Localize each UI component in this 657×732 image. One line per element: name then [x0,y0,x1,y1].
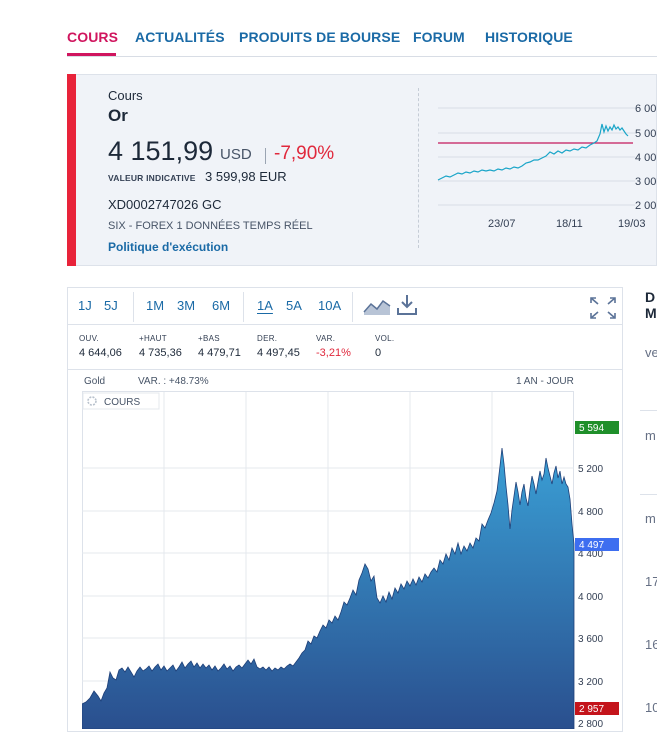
stat-value-high: 4 735,36 [139,347,182,359]
period-3m[interactable]: 3M [177,298,196,313]
chart-instrument-label: Gold [84,376,106,387]
price-separator [265,148,266,164]
side-panel-heading: M [645,305,657,321]
period-group-separator [243,292,244,322]
stat-label-open: OUV. [79,334,100,343]
y-tick-label: 5 200 [578,464,603,475]
y-tick-label: 2 800 [578,719,603,729]
section-label: Cours [108,88,143,103]
mini-x-tick: 18/11 [556,218,583,230]
top-navigation: COURS ACTUALITÉS PRODUITS DE BOURSE FORU… [0,0,657,58]
mini-y-tick: 4 00 [635,152,656,164]
side-panel-item[interactable]: 10 [645,700,657,715]
min-price-badge-label: 2 957 [579,704,604,715]
mini-y-tick: 5 00 [635,128,656,140]
side-panel-divider [640,494,657,495]
side-panel-heading: D [645,289,656,305]
stats-divider [67,369,623,370]
instrument-name: Or [108,106,128,125]
download-icon[interactable] [396,293,418,317]
max-price-badge [575,421,619,434]
stat-label-high: +HAUT [139,334,167,343]
indicative-value-label: VALEUR INDICATIVE [108,173,196,183]
y-tick-label: 4 800 [578,507,603,518]
isin-code: XD0002747026 GC [108,197,222,212]
side-panel-item[interactable]: m [645,511,656,526]
quote-card [67,74,657,266]
stat-value-last: 4 497,45 [257,347,300,359]
price-change-percent: -7,90% [274,143,335,164]
tab-actualites[interactable]: ACTUALITÉS [135,29,225,45]
stat-value-volume: 0 [375,347,382,359]
main-price-chart[interactable]: 5 200 4 800 4 400 4 000 3 600 3 200 2 80… [82,388,623,729]
y-tick-label: 4 000 [578,592,603,603]
tab-cours[interactable]: COURS [67,29,119,45]
indicative-value: 3 599,98 EUR [205,169,287,184]
chart-legend-box [82,392,160,410]
stat-value-low: 4 479,71 [198,347,241,359]
settings-icon [87,396,97,406]
stat-label-volume: VOL. [375,334,395,343]
last-price-badge [575,538,619,551]
mini-y-tick: 3 00 [635,176,656,188]
data-source: SIX - FOREX 1 DONNÉES TEMPS RÉEL [108,220,313,232]
y-tick-label: 3 600 [578,634,603,645]
price-currency: USD [220,146,252,163]
chart-variation-label: VAR. : +48.73% [138,376,209,387]
chart-legend-label: COURS [104,397,140,408]
side-panel-item[interactable]: ve [645,345,657,360]
tab-forum[interactable]: FORUM [413,29,465,45]
side-panel-item[interactable]: 16 [645,637,657,652]
y-tick-label: 4 400 [578,549,603,560]
stat-value-variation: -3,21% [316,347,351,359]
period-5a[interactable]: 5A [286,298,302,313]
card-divider [418,88,419,248]
side-panel-item[interactable]: 17 [645,574,657,589]
mini-y-tick: 2 00 [635,200,656,212]
max-price-badge-label: 5 594 [579,423,604,434]
price-area [82,447,575,729]
tab-historique[interactable]: HISTORIQUE [485,29,573,45]
expand-icon[interactable] [589,296,617,320]
chart-range-label: 1 AN - JOUR [516,376,574,387]
last-price-badge-label: 4 497 [579,540,604,551]
period-group-separator [133,292,134,322]
period-5j[interactable]: 5J [104,298,118,313]
stat-label-low: +BAS [198,334,220,343]
active-tab-indicator [67,53,116,56]
side-panel-divider [640,410,657,411]
period-6m[interactable]: 6M [212,298,231,313]
tab-produits-de-bourse[interactable]: PRODUITS DE BOURSE [239,29,401,45]
last-price: 4 151,99 [108,136,214,166]
mini-price-chart[interactable]: 6 00 5 00 4 00 3 00 2 00 23/07 18/11 19/… [430,96,657,236]
period-10a[interactable]: 10A [318,298,342,313]
period-1j[interactable]: 1J [78,298,92,313]
nav-divider [67,56,657,57]
quote-accent-bar [67,74,76,266]
mini-y-tick: 6 00 [635,103,656,115]
min-price-badge [575,702,619,715]
mini-x-tick: 23/07 [488,218,516,230]
period-group-separator [352,292,353,322]
period-1a[interactable]: 1A [257,298,273,313]
side-panel-item[interactable]: m [645,428,656,443]
area-chart-icon[interactable] [363,296,391,316]
stat-label-last: DER. [257,334,278,343]
stat-label-variation: VAR. [316,334,336,343]
mini-price-line [437,123,629,181]
mini-x-tick: 19/03 [618,218,646,230]
period-1m[interactable]: 1M [146,298,165,313]
execution-policy-link[interactable]: Politique d'exécution [108,240,229,254]
stat-value-open: 4 644,06 [79,347,122,359]
y-tick-label: 3 200 [578,677,603,688]
toolbar-divider [67,324,623,325]
